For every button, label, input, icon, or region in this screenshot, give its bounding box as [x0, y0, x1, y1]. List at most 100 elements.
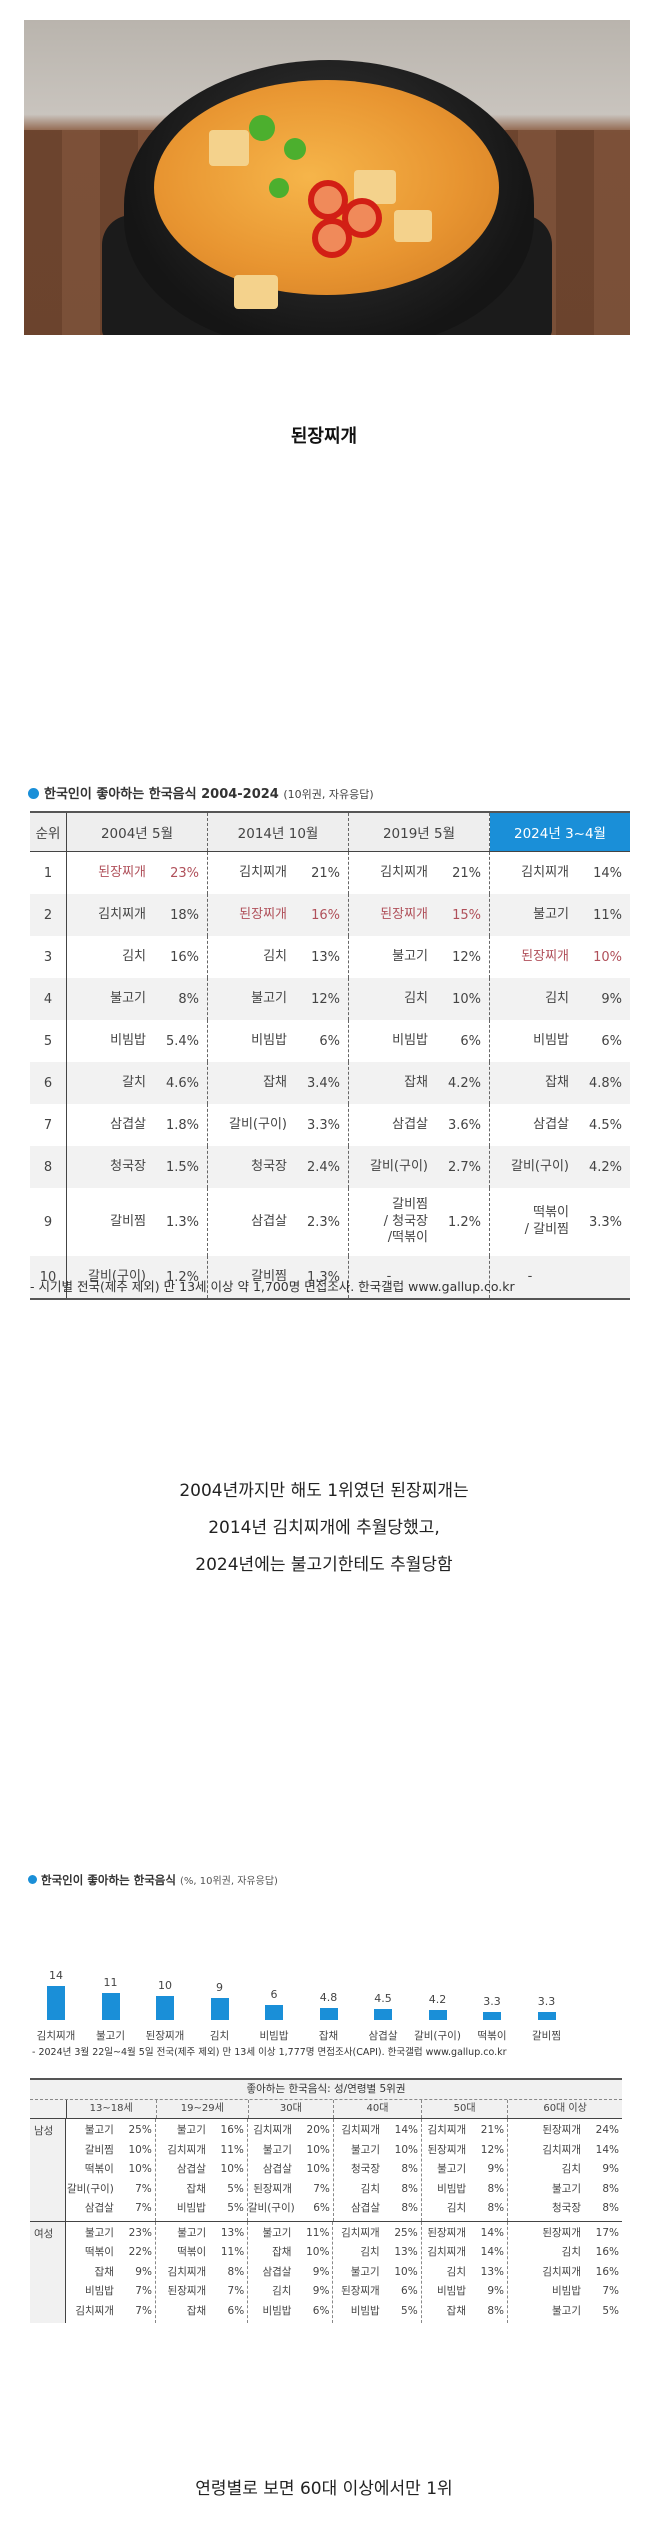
bar-category-label: 불고기: [96, 2030, 125, 2042]
list-item: 삼겹살 7%: [66, 2199, 155, 2219]
food-name-cell: 김치: [122, 948, 146, 964]
percent: 11%: [220, 2246, 245, 2258]
percent: 12%: [480, 2143, 505, 2156]
table-row: 8 청국장 1.5% 청국장 2.4% 갈비(구이) 2.7% 갈비(구이) 4.2%: [30, 1146, 630, 1188]
percent: 13%: [220, 2226, 245, 2239]
rank-cell: 5: [30, 1020, 67, 1062]
percent: 9%: [312, 2265, 330, 2278]
bar: [319, 2008, 338, 2020]
percent: 10%: [306, 2246, 330, 2258]
table-row: 4 불고기 8% 불고기 12% 김치 10% 김치 9%: [30, 978, 630, 1020]
percent: 7%: [313, 2182, 330, 2195]
percent-cell: 12%: [434, 936, 490, 978]
food-name: 된장찌개: [167, 2285, 207, 2297]
rank-cell: 2: [30, 894, 67, 936]
table2-age-header: 13~18세 19~29세 30대 40대 50대 60대 이상: [30, 2100, 622, 2119]
bar-column: 11 불고기: [85, 1976, 137, 2042]
percent: 9%: [487, 2285, 504, 2297]
percent: 6%: [313, 2202, 330, 2214]
food-name-cell: 김치: [489, 978, 575, 1020]
percent-cell: 1.3%: [152, 1188, 208, 1256]
percent: 8%: [401, 2182, 418, 2195]
food-name: 비빔밥: [262, 2304, 292, 2317]
food-name-cell: 갈비찜: [110, 1213, 146, 1229]
food-name: 김치찌개: [341, 2226, 380, 2239]
percent-cell: 1.8%: [152, 1104, 208, 1146]
percent: 11%: [220, 2143, 244, 2156]
bar-category-label: 잡채: [318, 2030, 339, 2042]
list-item: 삼겹살 10%: [156, 2160, 247, 2180]
rank-cell: 8: [30, 1146, 67, 1188]
food-name: 김치: [446, 2265, 466, 2278]
food-name: 된장찌개: [542, 2124, 581, 2136]
list-item: 김치찌개 14%: [334, 2121, 421, 2141]
table1-title: 한국인이 좋아하는 한국음식 2004-2024: [44, 787, 279, 802]
rank-cell: 9: [30, 1188, 67, 1256]
food-name-cell: 불고기: [489, 894, 575, 936]
percent: 7%: [135, 2285, 152, 2297]
caption-age-summary: 연령별로 보면 60대 이상에서만 1위: [195, 2479, 453, 2499]
percent: 10%: [306, 2143, 330, 2156]
rank-cell: 1: [30, 851, 67, 894]
table1-header-row: 순위 2004년 5월 2014년 10월 2019년 5월 2024년 3~4…: [30, 812, 630, 852]
col-header-2019: 2019년 5월: [348, 812, 490, 852]
bar-column: 3.3 갈비찜: [521, 1995, 573, 2042]
food-name: 김치찌개: [75, 2304, 114, 2317]
percent: 9%: [602, 2163, 619, 2175]
percent: 5%: [602, 2304, 619, 2317]
percent-cell: 4.5%: [588, 1117, 622, 1133]
food-name: 삼겹살: [351, 2202, 380, 2214]
food-name: 불고기: [176, 2124, 206, 2136]
percent-cell: 2.3%: [293, 1188, 349, 1256]
bar: [265, 2005, 283, 2020]
red-pepper-slice: [312, 218, 352, 258]
age-column: 불고기 25% 갈비찜 10% 떡볶이 10% 갈비(구이) 7% 삼겹살 7%: [66, 2119, 156, 2221]
food-name: 잡채: [446, 2304, 466, 2317]
list-item: 비빔밥 8%: [422, 2180, 507, 2200]
percent: 7%: [602, 2285, 619, 2297]
list-item: 김치찌개 25%: [333, 2224, 420, 2244]
food-name: 김치찌개: [427, 2124, 467, 2136]
bar-column: 14 김치찌개: [30, 1969, 82, 2042]
food-name: 갈비(구이): [247, 2202, 295, 2214]
percent: 8%: [227, 2265, 245, 2278]
percent-cell: 2.4%: [293, 1146, 349, 1188]
percent-cell: 16%: [152, 936, 208, 978]
percent-cell: 8%: [152, 978, 208, 1020]
food-name-cell: 갈비찜: [207, 1256, 293, 1299]
percent: 8%: [602, 2182, 619, 2195]
red-pepper-slice: [308, 180, 348, 220]
percent: 10%: [128, 2163, 152, 2175]
list-item: 김치찌개 8%: [156, 2263, 247, 2283]
list-item: 삼겹살 10%: [248, 2160, 333, 2180]
list-item: 삼겹살 9%: [248, 2263, 332, 2283]
chart-source-note: - 2024년 3월 22일~4월 5일 전국(제주 제외) 만 13세 이상 …: [32, 2047, 507, 2058]
percent: 7%: [135, 2182, 152, 2195]
percent-cell: [575, 1256, 630, 1299]
food-name-cell: 삼겹살: [533, 1116, 569, 1132]
percent-cell: 4.6%: [152, 1062, 208, 1104]
list-item: 김치 8%: [334, 2180, 421, 2200]
percent-cell: 23%: [152, 851, 208, 894]
bar-value-label: 11: [103, 1976, 118, 1989]
list-item: 김치찌개 20%: [248, 2121, 333, 2141]
doenjang-jjigae-photo: [24, 20, 630, 335]
food-name: 청국장: [351, 2163, 380, 2175]
percent-cell: 1.5%: [152, 1146, 208, 1188]
percent: 7%: [227, 2285, 245, 2297]
food-name: 삼겹살: [176, 2163, 206, 2175]
percent-cell: 21%: [293, 851, 349, 894]
bar-value-label: 4.2: [428, 1993, 447, 2006]
percent-cell: 3.3%: [588, 1214, 622, 1230]
list-item: 김치 16%: [508, 2243, 622, 2263]
list-item: 비빔밥 7%: [66, 2282, 155, 2302]
percent: 5%: [227, 2202, 244, 2214]
percent: 25%: [394, 2226, 418, 2239]
food-name-cell: 잡채: [348, 1062, 434, 1104]
percent-cell: 13%: [293, 936, 349, 978]
food-name: 불고기: [84, 2124, 114, 2136]
sex-group-male: 남성 불고기 25% 갈비찜 10% 떡볶이 10% 갈비(구이) 7% 삼겹살 7% 불고기 16% 김…: [30, 2119, 622, 2221]
list-item: 비빔밥 6%: [248, 2302, 332, 2322]
tofu-piece: [394, 210, 432, 242]
percent-cell: 10%: [593, 949, 622, 965]
